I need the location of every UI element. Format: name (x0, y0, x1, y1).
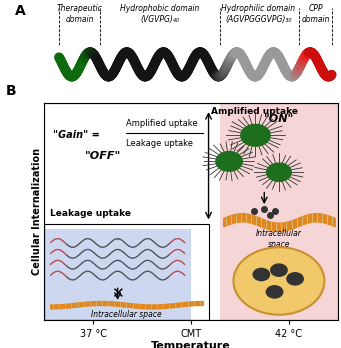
X-axis label: Temperature: Temperature (151, 341, 231, 348)
Circle shape (287, 273, 303, 285)
Bar (44, 224, 209, 320)
Text: Amplified uptake: Amplified uptake (127, 119, 198, 128)
Circle shape (266, 286, 283, 298)
Circle shape (271, 264, 287, 276)
Text: CPP
domain: CPP domain (301, 5, 330, 24)
Circle shape (241, 125, 270, 146)
Circle shape (253, 268, 269, 280)
Text: "Gain" =: "Gain" = (53, 130, 100, 140)
Text: Intracellular
space: Intracellular space (256, 229, 302, 248)
Text: Leakage uptake: Leakage uptake (127, 139, 193, 148)
Circle shape (234, 247, 324, 315)
Bar (44, 229, 191, 320)
Text: B: B (6, 84, 17, 98)
Y-axis label: Cellular Internalization: Cellular Internalization (32, 148, 42, 275)
Circle shape (216, 152, 242, 171)
Text: Intracellular space: Intracellular space (91, 310, 162, 319)
Text: Hydrophilic domain
(AGVPGGGVPG)₃₀: Hydrophilic domain (AGVPGGGVPG)₃₀ (221, 5, 295, 24)
Text: ✕: ✕ (111, 286, 124, 301)
Text: Therapeutic
domain: Therapeutic domain (57, 5, 102, 24)
Bar (220, 103, 338, 320)
Text: Leakage uptake: Leakage uptake (50, 209, 131, 218)
Text: "OFF": "OFF" (85, 151, 121, 160)
Text: Hydrophobic domain
(VGVPG)₄₀: Hydrophobic domain (VGVPG)₄₀ (120, 5, 200, 24)
Text: "ON": "ON" (264, 113, 294, 124)
Text: Amplified uptake: Amplified uptake (211, 107, 298, 116)
Circle shape (267, 163, 291, 181)
Text: A: A (15, 5, 26, 18)
